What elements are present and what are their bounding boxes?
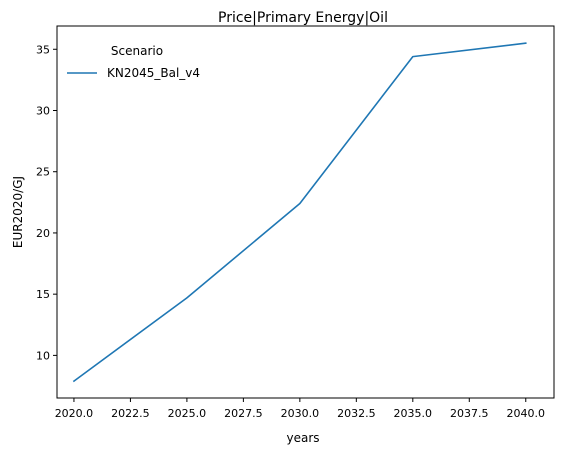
plot-frame: [56, 25, 555, 399]
y-tick-label: 25: [36, 166, 50, 179]
x-tick-label: 2027.5: [224, 407, 263, 420]
x-tick-label: 2040.0: [507, 407, 546, 420]
x-axis: 2020.0 2022.5 2025.0 2027.5 2030.0 2032.5 2035…: [55, 398, 545, 420]
y-tick-label: 15: [36, 288, 50, 301]
legend: Scenario KN2045_Bal_v4: [67, 44, 200, 80]
x-tick-label: 2022.5: [111, 407, 150, 420]
x-tick-label: 2025.0: [168, 407, 207, 420]
legend-title: Scenario: [111, 44, 163, 58]
x-axis-title: years: [286, 431, 319, 445]
x-tick-label: 2037.5: [450, 407, 489, 420]
y-tick-label: 10: [36, 349, 50, 362]
x-tick-label: 2030.0: [281, 407, 320, 420]
y-tick-label: 35: [36, 43, 50, 56]
x-tick-label: 2032.5: [337, 407, 376, 420]
series-line-0: [72, 42, 527, 383]
legend-entry-label: KN2045_Bal_v4: [107, 66, 200, 80]
y-axis: 10 15 20 25 30 35: [36, 43, 57, 362]
y-axis-title: EUR2020/GJ: [11, 176, 25, 248]
series-layer: [72, 42, 527, 383]
x-tick-label: 2020.0: [55, 407, 94, 420]
x-tick-label: 2035.0: [394, 407, 433, 420]
y-tick-label: 20: [36, 227, 50, 240]
y-tick-label: 30: [36, 104, 50, 117]
chart-title: Price|Primary Energy|Oil: [218, 10, 388, 26]
